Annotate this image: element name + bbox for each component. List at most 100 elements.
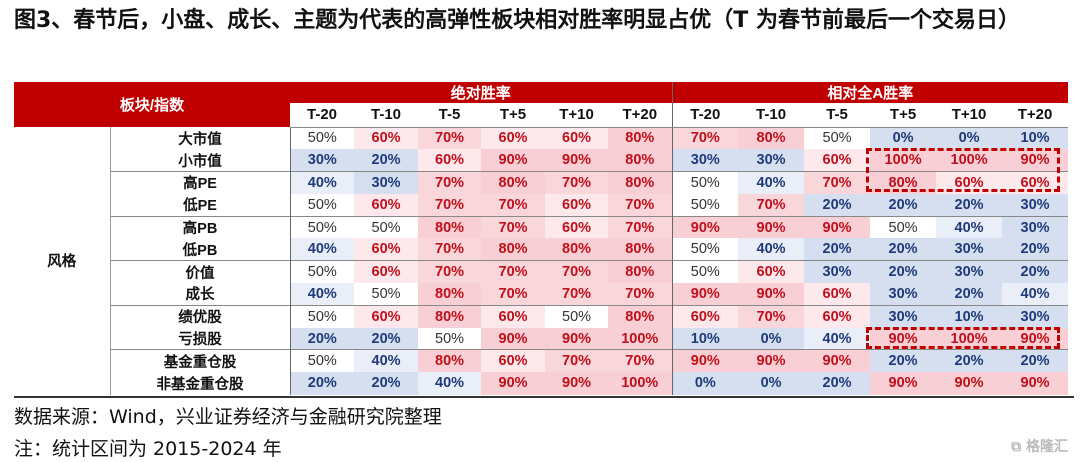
absolute-win-rate-cell: 90% bbox=[481, 327, 546, 350]
relative-win-rate-cell: 90% bbox=[672, 283, 739, 306]
absolute-win-rate-cell: 50% bbox=[545, 304, 609, 328]
relative-win-rate-cell: 90% bbox=[738, 283, 805, 306]
relative-win-rate-cell: 60% bbox=[804, 304, 871, 328]
group-header-relative: 相对全A胜率 bbox=[672, 82, 1069, 103]
absolute-win-rate-cell: 70% bbox=[418, 127, 482, 150]
relative-win-rate-cell: 40% bbox=[804, 327, 871, 350]
absolute-win-rate-cell: 80% bbox=[608, 149, 673, 172]
absolute-win-rate-cell: 80% bbox=[608, 238, 673, 261]
absolute-win-rate-cell: 60% bbox=[354, 193, 419, 217]
absolute-win-rate-cell: 80% bbox=[481, 171, 546, 194]
absolute-win-rate-cell: 70% bbox=[608, 283, 673, 306]
absolute-win-rate-cell: 20% bbox=[354, 372, 419, 395]
absolute-win-rate-cell: 60% bbox=[481, 304, 546, 328]
table-row: 高PB 50% 50% 80% 70% 60% 70% 90% 90% 90% 50% 40% 30% bbox=[14, 215, 1069, 239]
absolute-win-rate-cell: 20% bbox=[290, 372, 355, 395]
relative-win-rate-cell: 0% bbox=[936, 127, 1003, 150]
absolute-win-rate-cell: 50% bbox=[290, 349, 355, 373]
relative-win-rate-cell: 20% bbox=[804, 238, 871, 261]
absolute-win-rate-cell: 60% bbox=[354, 304, 419, 328]
relative-win-rate-cell: 30% bbox=[1002, 304, 1069, 328]
absolute-win-rate-cell: 80% bbox=[418, 349, 482, 373]
absolute-win-rate-cell: 40% bbox=[290, 283, 355, 306]
relative-win-rate-cell: 10% bbox=[1002, 127, 1069, 150]
relative-win-rate-cell: 30% bbox=[738, 149, 805, 172]
absolute-win-rate-cell: 60% bbox=[481, 127, 546, 150]
absolute-win-rate-cell: 100% bbox=[608, 372, 673, 395]
watermark-logo: ⧉ 格隆汇 bbox=[1011, 439, 1068, 455]
table-row: 亏损股 20% 20% 50% 90% 90% 100% 10% 0% 40% 90% 100% 90% bbox=[14, 327, 1069, 350]
absolute-win-rate-cell: 90% bbox=[545, 372, 609, 395]
relative-win-rate-cell: 50% bbox=[672, 171, 739, 194]
relative-win-rate-cell: 90% bbox=[672, 349, 739, 373]
source-note: 数据来源：Wind，兴业证券经济与金融研究院整理 bbox=[14, 406, 442, 428]
relative-win-rate-cell: 30% bbox=[936, 238, 1003, 261]
relative-win-rate-cell: 0% bbox=[870, 127, 937, 150]
relative-win-rate-cell: 100% bbox=[936, 149, 1003, 172]
row-name: 低PE bbox=[110, 193, 291, 217]
absolute-win-rate-cell: 50% bbox=[354, 215, 419, 239]
absolute-win-rate-cell: 60% bbox=[545, 193, 609, 217]
table-row: 基金重仓股 50% 40% 80% 60% 70% 70% 90% 90% 90% 20% 20% 20… bbox=[14, 349, 1069, 373]
absolute-win-rate-cell: 80% bbox=[481, 238, 546, 261]
row-name: 高PE bbox=[110, 171, 291, 194]
row-name: 基金重仓股 bbox=[110, 349, 291, 373]
absolute-win-rate-cell: 80% bbox=[418, 304, 482, 328]
table-row: 绩优股 50% 60% 80% 60% 50% 80% 60% 70% 60% 30% 10% 30% bbox=[14, 304, 1069, 328]
absolute-win-rate-cell: 70% bbox=[418, 193, 482, 217]
highlight-box-loss-stocks bbox=[866, 327, 1060, 349]
group-header-absolute: 绝对胜率 bbox=[290, 82, 673, 103]
absolute-win-rate-cell: 50% bbox=[354, 283, 419, 306]
absolute-win-rate-cell: 80% bbox=[418, 283, 482, 306]
relative-win-rate-cell: 60% bbox=[1002, 171, 1069, 194]
relative-win-rate-cell: 90% bbox=[672, 215, 739, 239]
relative-win-rate-cell: 20% bbox=[870, 349, 937, 373]
relative-win-rate-cell: 50% bbox=[672, 193, 739, 217]
relative-win-rate-cell: 90% bbox=[1002, 372, 1069, 395]
absolute-win-rate-cell: 70% bbox=[481, 193, 546, 217]
table-bottom-rule bbox=[14, 396, 1074, 398]
relative-win-rate-cell: 20% bbox=[936, 283, 1003, 306]
relative-win-rate-cell: 10% bbox=[672, 327, 739, 350]
period-header: T+5 bbox=[870, 103, 937, 128]
relative-win-rate-cell: 30% bbox=[870, 304, 937, 328]
absolute-win-rate-cell: 60% bbox=[418, 149, 482, 172]
relative-win-rate-cell: 90% bbox=[738, 215, 805, 239]
absolute-win-rate-cell: 70% bbox=[418, 238, 482, 261]
relative-win-rate-cell: 40% bbox=[738, 238, 805, 261]
relative-win-rate-cell: 30% bbox=[1002, 215, 1069, 239]
absolute-win-rate-cell: 70% bbox=[418, 260, 482, 284]
period-header: T-5 bbox=[418, 103, 482, 128]
absolute-win-rate-cell: 90% bbox=[545, 149, 609, 172]
relative-win-rate-cell: 40% bbox=[738, 171, 805, 194]
relative-win-rate-cell: 60% bbox=[738, 260, 805, 284]
table-row: 小市值 30% 20% 60% 90% 90% 80% 30% 30% 60% 100% 100% 90… bbox=[14, 149, 1069, 172]
relative-win-rate-cell: 20% bbox=[1002, 349, 1069, 373]
absolute-win-rate-cell: 70% bbox=[545, 171, 609, 194]
relative-win-rate-cell: 40% bbox=[1002, 283, 1069, 306]
absolute-win-rate-cell: 30% bbox=[290, 149, 355, 172]
relative-win-rate-cell: 20% bbox=[936, 349, 1003, 373]
absolute-win-rate-cell: 50% bbox=[290, 304, 355, 328]
period-header: T-20 bbox=[290, 103, 355, 128]
relative-win-rate-cell: 70% bbox=[738, 304, 805, 328]
relative-win-rate-cell: 30% bbox=[804, 260, 871, 284]
row-name: 非基金重仓股 bbox=[110, 372, 291, 395]
row-name: 价值 bbox=[110, 260, 291, 284]
table-row: 风格 大市值 50% 60% 70% 60% 60% 80% 70% 80% 50% 0% 0% 10% bbox=[14, 127, 1069, 395]
period-header: T+10 bbox=[545, 103, 609, 128]
absolute-win-rate-cell: 100% bbox=[608, 327, 673, 350]
period-header: T+20 bbox=[608, 103, 673, 128]
relative-win-rate-cell: 10% bbox=[936, 304, 1003, 328]
table-row: 低PB 40% 60% 70% 80% 80% 80% 50% 40% 20% 20% 30% 20% bbox=[14, 238, 1069, 261]
relative-win-rate-cell: 20% bbox=[804, 372, 871, 395]
absolute-win-rate-cell: 90% bbox=[481, 372, 546, 395]
relative-win-rate-cell: 60% bbox=[672, 304, 739, 328]
relative-win-rate-cell: 90% bbox=[1002, 149, 1069, 172]
absolute-win-rate-cell: 50% bbox=[418, 327, 482, 350]
absolute-win-rate-cell: 60% bbox=[354, 127, 419, 150]
relative-win-rate-cell: 20% bbox=[870, 238, 937, 261]
period-note: 注：统计区间为 2015-2024 年 bbox=[14, 438, 282, 460]
absolute-win-rate-cell: 70% bbox=[418, 171, 482, 194]
absolute-win-rate-cell: 70% bbox=[608, 215, 673, 239]
